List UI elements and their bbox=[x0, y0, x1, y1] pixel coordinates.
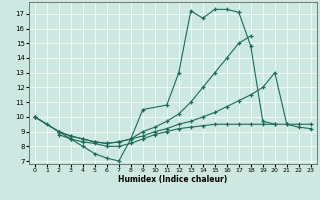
X-axis label: Humidex (Indice chaleur): Humidex (Indice chaleur) bbox=[118, 175, 228, 184]
